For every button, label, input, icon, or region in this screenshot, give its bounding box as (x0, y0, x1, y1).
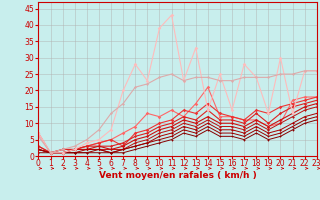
X-axis label: Vent moyen/en rafales ( km/h ): Vent moyen/en rafales ( km/h ) (99, 171, 256, 180)
